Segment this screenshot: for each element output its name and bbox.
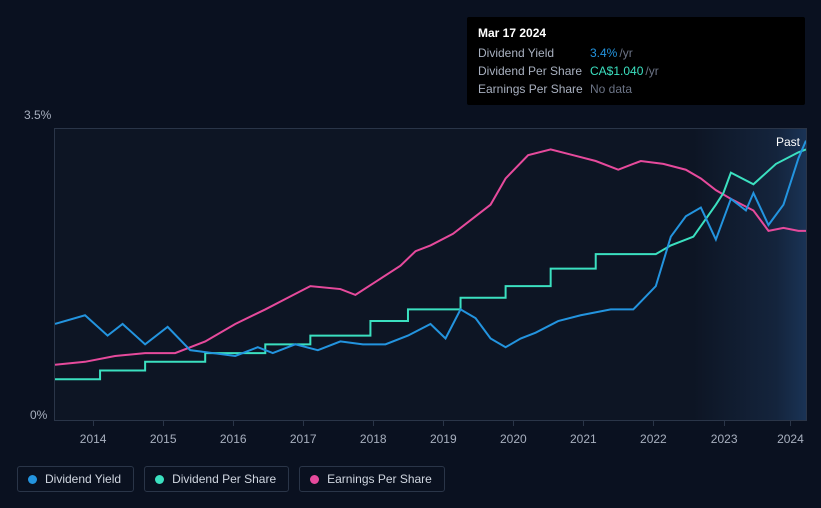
x-tick-mark — [303, 421, 304, 426]
legend-dot — [28, 475, 37, 484]
x-axis: 2014 2015 2016 2017 2018 2019 2020 2021 2022 2023… — [54, 432, 807, 448]
chart-tooltip: Mar 17 2024 Dividend Yield3.4%/yrDividen… — [467, 17, 805, 105]
y-axis-min-label: 0% — [30, 408, 47, 422]
tooltip-row-label: Earnings Per Share — [478, 80, 590, 98]
legend-label: Dividend Yield — [45, 472, 121, 486]
x-tick-mark — [724, 421, 725, 426]
x-tick-label: 2022 — [640, 432, 667, 446]
tooltip-date: Mar 17 2024 — [478, 24, 794, 42]
y-axis-max-label: 3.5% — [24, 108, 51, 122]
x-tick-mark — [790, 421, 791, 426]
tooltip-row-value: 3.4% — [590, 44, 617, 62]
x-tick-mark — [93, 421, 94, 426]
x-tick-label: 2015 — [150, 432, 177, 446]
x-tick-mark — [653, 421, 654, 426]
tooltip-row-value: No data — [590, 80, 632, 98]
tooltip-row: Earnings Per ShareNo data — [478, 80, 794, 98]
x-tick-label: 2020 — [500, 432, 527, 446]
tooltip-row: Dividend Yield3.4%/yr — [478, 44, 794, 62]
x-tick-mark — [163, 421, 164, 426]
legend-dot — [155, 475, 164, 484]
x-tick-label: 2021 — [570, 432, 597, 446]
legend-label: Earnings Per Share — [327, 472, 432, 486]
x-tick-label: 2017 — [290, 432, 317, 446]
x-tick-label: 2016 — [220, 432, 247, 446]
legend-item[interactable]: Earnings Per Share — [299, 466, 445, 492]
tooltip-row-suffix: /yr — [619, 44, 632, 62]
x-tick-label: 2019 — [430, 432, 457, 446]
legend-dot — [310, 475, 319, 484]
x-tick-mark — [443, 421, 444, 426]
x-tick-label: 2018 — [360, 432, 387, 446]
x-tick-mark — [233, 421, 234, 426]
legend-item[interactable]: Dividend Per Share — [144, 466, 289, 492]
legend-item[interactable]: Dividend Yield — [17, 466, 134, 492]
x-tick-label: 2023 — [711, 432, 738, 446]
chart-svg — [55, 129, 806, 420]
tooltip-row-label: Dividend Per Share — [478, 62, 590, 80]
x-tick-label: 2014 — [80, 432, 107, 446]
x-tick-mark — [513, 421, 514, 426]
tooltip-row-value: CA$1.040 — [590, 62, 643, 80]
x-tick-mark — [583, 421, 584, 426]
x-tick-mark — [373, 421, 374, 426]
tooltip-row-label: Dividend Yield — [478, 44, 590, 62]
tooltip-row-suffix: /yr — [645, 62, 658, 80]
x-tick-label: 2024 — [777, 432, 804, 446]
chart-plot-area[interactable]: Past — [54, 128, 807, 421]
legend-label: Dividend Per Share — [172, 472, 276, 486]
tooltip-row: Dividend Per ShareCA$1.040/yr — [478, 62, 794, 80]
legend: Dividend Yield Dividend Per Share Earnings… — [17, 466, 445, 492]
